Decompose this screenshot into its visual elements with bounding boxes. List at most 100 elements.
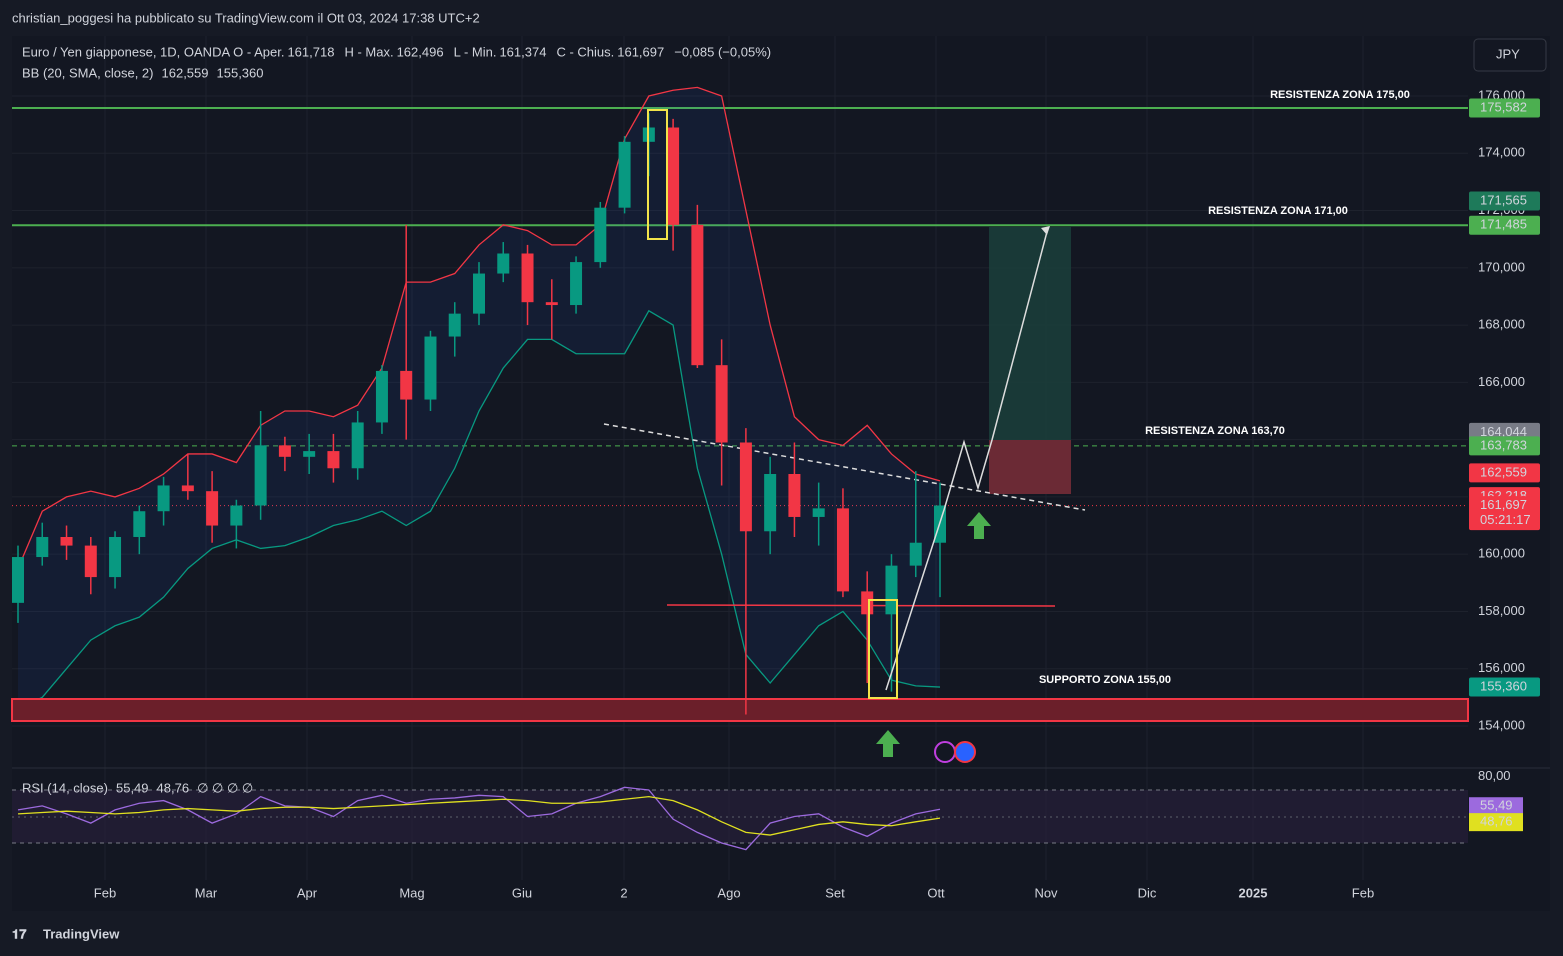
- annotation: RESISTENZA ZONA 171,00: [1208, 205, 1348, 217]
- legend-item: C - Chius.: [556, 44, 614, 59]
- rsi-legend: ∅ ∅ ∅ ∅: [197, 780, 253, 795]
- price-label-bg: [1469, 463, 1540, 483]
- publish-info: christian_poggesi ha pubblicato su Tradi…: [12, 10, 480, 25]
- y-tick-label: 158,000: [1478, 603, 1525, 618]
- candle-body: [254, 445, 267, 506]
- trendline: [603, 423, 1086, 511]
- rsi-ma: [17, 795, 941, 836]
- candle-body: [12, 557, 24, 603]
- candle-body: [278, 445, 291, 457]
- bollinger: [17, 86, 941, 710]
- support-zone: [11, 698, 1469, 722]
- candle-body: [667, 127, 680, 225]
- candle-body: [909, 542, 922, 566]
- candle-body: [351, 422, 364, 469]
- rsi-value-bg: [1469, 813, 1523, 832]
- price-label: 162,559: [1480, 464, 1527, 479]
- x-tick-label: Feb: [94, 885, 116, 900]
- highlight-box: [647, 109, 668, 240]
- legend-item: L - Min.: [454, 44, 497, 59]
- legend-item: 162,496: [397, 44, 444, 59]
- candle-body: [715, 365, 728, 443]
- x-tick-label: Feb: [1352, 885, 1374, 900]
- candle-body: [327, 451, 340, 469]
- price-label: 155,360: [1480, 678, 1527, 693]
- countdown: 05:21:17: [1480, 512, 1531, 527]
- bb-legend: 155,360: [217, 65, 264, 80]
- legend-item: 161,374: [499, 44, 546, 59]
- legend-item: O - Aper.: [233, 44, 284, 59]
- rsi-legend: 55,49: [116, 780, 149, 795]
- target-zone: [989, 227, 1071, 440]
- y-tick-label: 156,000: [1478, 660, 1525, 675]
- x-tick-label: Nov: [1034, 885, 1058, 900]
- up-arrow-icon: [967, 512, 991, 539]
- legend-item: −0,085 (−0,05%): [674, 44, 771, 59]
- chart-panel: [12, 36, 1550, 911]
- candle-body: [739, 442, 752, 532]
- candle-body: [60, 536, 73, 546]
- rsi-value-bg: [1469, 797, 1523, 816]
- bb-upper: [17, 86, 941, 569]
- candle-body: [594, 207, 607, 263]
- price-label: 161,697: [1480, 497, 1527, 512]
- x-tick-label: Apr: [297, 885, 318, 900]
- currency-button[interactable]: [1473, 38, 1547, 72]
- annotation: RESISTENZA ZONA 163,70: [1145, 425, 1285, 437]
- rsi-tick: 80,00: [1478, 768, 1511, 783]
- labels: 154,000156,000158,000160,000162,000164,0…: [22, 44, 1540, 900]
- arrow-head: [1041, 226, 1050, 235]
- candle-body: [812, 508, 825, 517]
- candle-body: [448, 313, 461, 337]
- candle-body: [618, 141, 631, 208]
- y-tick-label: 174,000: [1478, 145, 1525, 160]
- x-tick-label: Giu: [512, 885, 532, 900]
- y-tick-label: 168,000: [1478, 317, 1525, 332]
- candle-body: [497, 253, 510, 274]
- price-label-bg: [1469, 496, 1540, 531]
- legend-item: 161,718: [287, 44, 334, 59]
- candle-body: [545, 302, 558, 306]
- legend-item: 161,697: [617, 44, 664, 59]
- rsi-legend: RSI (14, close): [22, 780, 108, 795]
- candle-body: [303, 451, 316, 457]
- x-tick-label: Ago: [717, 885, 740, 900]
- event-icon[interactable]: [954, 741, 976, 763]
- candle-body: [84, 545, 97, 578]
- y-tick-label: 170,000: [1478, 259, 1525, 274]
- bb-legend: BB (20, SMA, close, 2): [22, 65, 154, 80]
- candle-body: [691, 224, 704, 366]
- candle-body: [375, 370, 388, 423]
- candle-body: [424, 336, 437, 400]
- candle-body: [764, 473, 777, 532]
- legend-item: Euro / Yen giapponese, 1D, OANDA: [22, 44, 230, 59]
- candle-body: [861, 591, 874, 615]
- candle-body: [521, 253, 534, 303]
- candle-body: [473, 273, 485, 314]
- x-tick-label: Dic: [1138, 885, 1157, 900]
- candle-body: [206, 491, 219, 526]
- price-label-bg: [1469, 191, 1540, 211]
- price-label: 163,783: [1480, 437, 1527, 452]
- rsi-value-label: 48,76: [1480, 814, 1513, 829]
- candle-body: [133, 511, 146, 537]
- annotation: RESISTENZA ZONA 175,00: [1270, 89, 1410, 101]
- x-tick-label: 2025: [1239, 885, 1268, 900]
- candle-body: [230, 505, 243, 526]
- candle-body: [836, 508, 849, 592]
- bb-legend: 162,559: [162, 65, 209, 80]
- annotation: SUPPORTO ZONA 155,00: [1039, 674, 1171, 686]
- candle-body: [400, 370, 413, 400]
- rsi-line: [17, 786, 941, 851]
- candle-body: [885, 565, 898, 615]
- y-tick-label: 166,000: [1478, 374, 1525, 389]
- price-label-bg: [1469, 98, 1540, 118]
- price-label: 171,565: [1480, 192, 1527, 207]
- brand[interactable]: TradingView: [43, 926, 120, 941]
- rsi-legend: 48,76: [157, 780, 190, 795]
- up-arrow-icon: [876, 730, 900, 757]
- band-fill: [18, 87, 940, 709]
- x-tick-label: Set: [825, 885, 845, 900]
